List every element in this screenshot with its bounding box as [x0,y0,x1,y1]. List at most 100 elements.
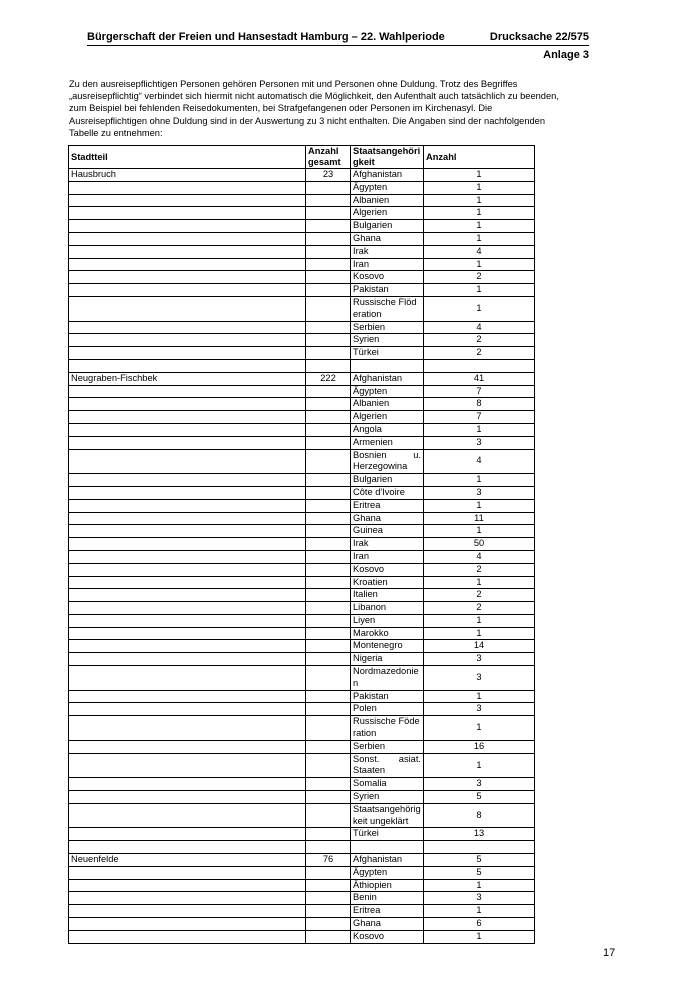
drucksache-number: Drucksache 22/575 [489,31,589,43]
staatsangehoerigkeit-cell: Nordmazedonien [350,665,424,691]
empty-cell [423,840,535,855]
anzahl-gesamt-cell [305,689,351,704]
table-row: Guinea 1 [68,524,535,539]
anzahl-cell: 1 [423,231,535,246]
stadtteil-cell [68,689,306,704]
table-row: Pakistan 1 [68,283,535,297]
table-row: Nigeria 3 [68,652,535,667]
table-row: Côte d'Ivoire 3 [68,485,535,500]
spacer-row [68,840,535,855]
staatsangehoerigkeit-cell: Angola [350,422,424,437]
stadtteil-cell [68,435,306,450]
anzahl-gesamt-cell [305,537,351,551]
anzahl-cell: 2 [423,333,535,348]
table-row: Irak 4 [68,244,535,259]
staatsangehoerigkeit-cell: Kosovo [350,270,424,285]
anzahl-gesamt-cell [305,448,351,475]
spacer-row [68,358,535,373]
anzahl-gesamt-cell [305,244,351,259]
table-row: Ägypten 5 [68,865,535,880]
anzahl-cell: 3 [423,435,535,450]
stadtteil-cell [68,270,306,285]
page-number: 17 [603,947,616,959]
stadtteil-cell [68,537,306,551]
staatsangehoerigkeit-cell: Syrien [350,790,424,804]
table-row: Neuenfelde 76 Afghanistan 5 [68,853,535,867]
anzahl-cell: 1 [423,878,535,893]
anzahl-gesamt-cell [305,384,351,399]
stadtteil-cell [68,244,306,259]
intro-paragraph: Zu den ausreisepflichtigen Personen gehö… [69,79,559,138]
table-row: Italien 2 [68,588,535,603]
staatsangehoerigkeit-cell: Türkei [350,346,424,360]
empty-cell [350,358,424,373]
anzahl-gesamt-cell [305,524,351,539]
table-row: Neugraben-Fischbek 222 Afghanistan 41 [68,371,535,386]
anzahl-cell: 8 [423,397,535,412]
anzahl-cell: 1 [423,473,535,487]
anzahl-gesamt-cell [305,231,351,246]
staatsangehoerigkeit-cell: Äthiopien [350,878,424,893]
stadtteil-cell [68,802,306,829]
anzahl-cell: 1 [423,929,535,944]
anzahl-cell: 1 [423,626,535,641]
anzahl-cell: 1 [423,575,535,590]
anzahl-gesamt-cell [305,904,351,919]
table-row: Ghana 6 [68,917,535,931]
header-stadtteil: Stadtteil [68,145,306,169]
anzahl-gesamt-cell [305,665,351,691]
table-row: Kosovo 2 [68,270,535,285]
anzahl-gesamt-cell [305,715,351,741]
staatsangehoerigkeit-cell: Iran [350,549,424,564]
table-row: Algerien 7 [68,410,535,424]
anzahl-cell: 2 [423,562,535,577]
staatsangehoerigkeit-cell: Albanien [350,397,424,412]
staatsangehoerigkeit-cell: Afghanistan [350,371,424,386]
stadtteil-cell [68,333,306,348]
staatsangehoerigkeit-cell: Pakistan [350,689,424,704]
stadtteil-cell [68,715,306,741]
stadtteil-cell: Hausbruch [68,168,306,182]
anzahl-cell: 1 [423,257,535,272]
anzahl-gesamt-cell [305,802,351,829]
stadtteil-cell [68,524,306,539]
stadtteil-cell [68,752,306,779]
anzahl-cell: 4 [423,244,535,259]
page-header: Bürgerschaft der Freien und Hansestadt H… [87,31,589,46]
stadtteil-cell [68,575,306,590]
anzahl-gesamt-cell [305,777,351,792]
anzahl-gesamt-cell [305,498,351,513]
stadtteil-cell [68,473,306,487]
stadtteil-cell: Neuenfelde [68,853,306,867]
anzahl-gesamt-cell [305,206,351,221]
anzahl-cell: 1 [423,295,535,322]
table-row: Serbien 16 [68,739,535,754]
anzahl-gesamt-cell: 23 [305,168,351,182]
staatsangehoerigkeit-cell: Benin [350,891,424,906]
staatsangehoerigkeit-cell: Türkei [350,827,424,842]
table-row: Türkei 2 [68,346,535,360]
stadtteil-cell [68,777,306,792]
staatsangehoerigkeit-cell: Kroatien [350,575,424,590]
anzahl-gesamt-cell [305,485,351,500]
staatsangehoerigkeit-cell: Iran [350,257,424,272]
staatsangehoerigkeit-cell: Libanon [350,601,424,615]
anzahl-gesamt-cell [305,878,351,893]
table-row: Liyen 1 [68,613,535,628]
stadtteil-cell [68,665,306,691]
anzahl-cell: 4 [423,549,535,564]
table-row: Albanien 1 [68,193,535,208]
staatsangehoerigkeit-cell: Serbien [350,320,424,335]
table-row: Eritrea 1 [68,904,535,919]
anzahl-gesamt-cell [305,652,351,667]
anzahl-gesamt-cell [305,397,351,412]
anzahl-cell: 1 [423,283,535,297]
staatsangehoerigkeit-cell: Liyen [350,613,424,628]
stadtteil-cell [68,346,306,360]
empty-cell [423,358,535,373]
anzahl-cell: 13 [423,827,535,842]
table-row: Marokko 1 [68,626,535,641]
staatsangehoerigkeit-cell: Ghana [350,231,424,246]
staatsangehoerigkeit-cell: Côte d'Ivoire [350,485,424,500]
anzahl-cell: 8 [423,802,535,829]
